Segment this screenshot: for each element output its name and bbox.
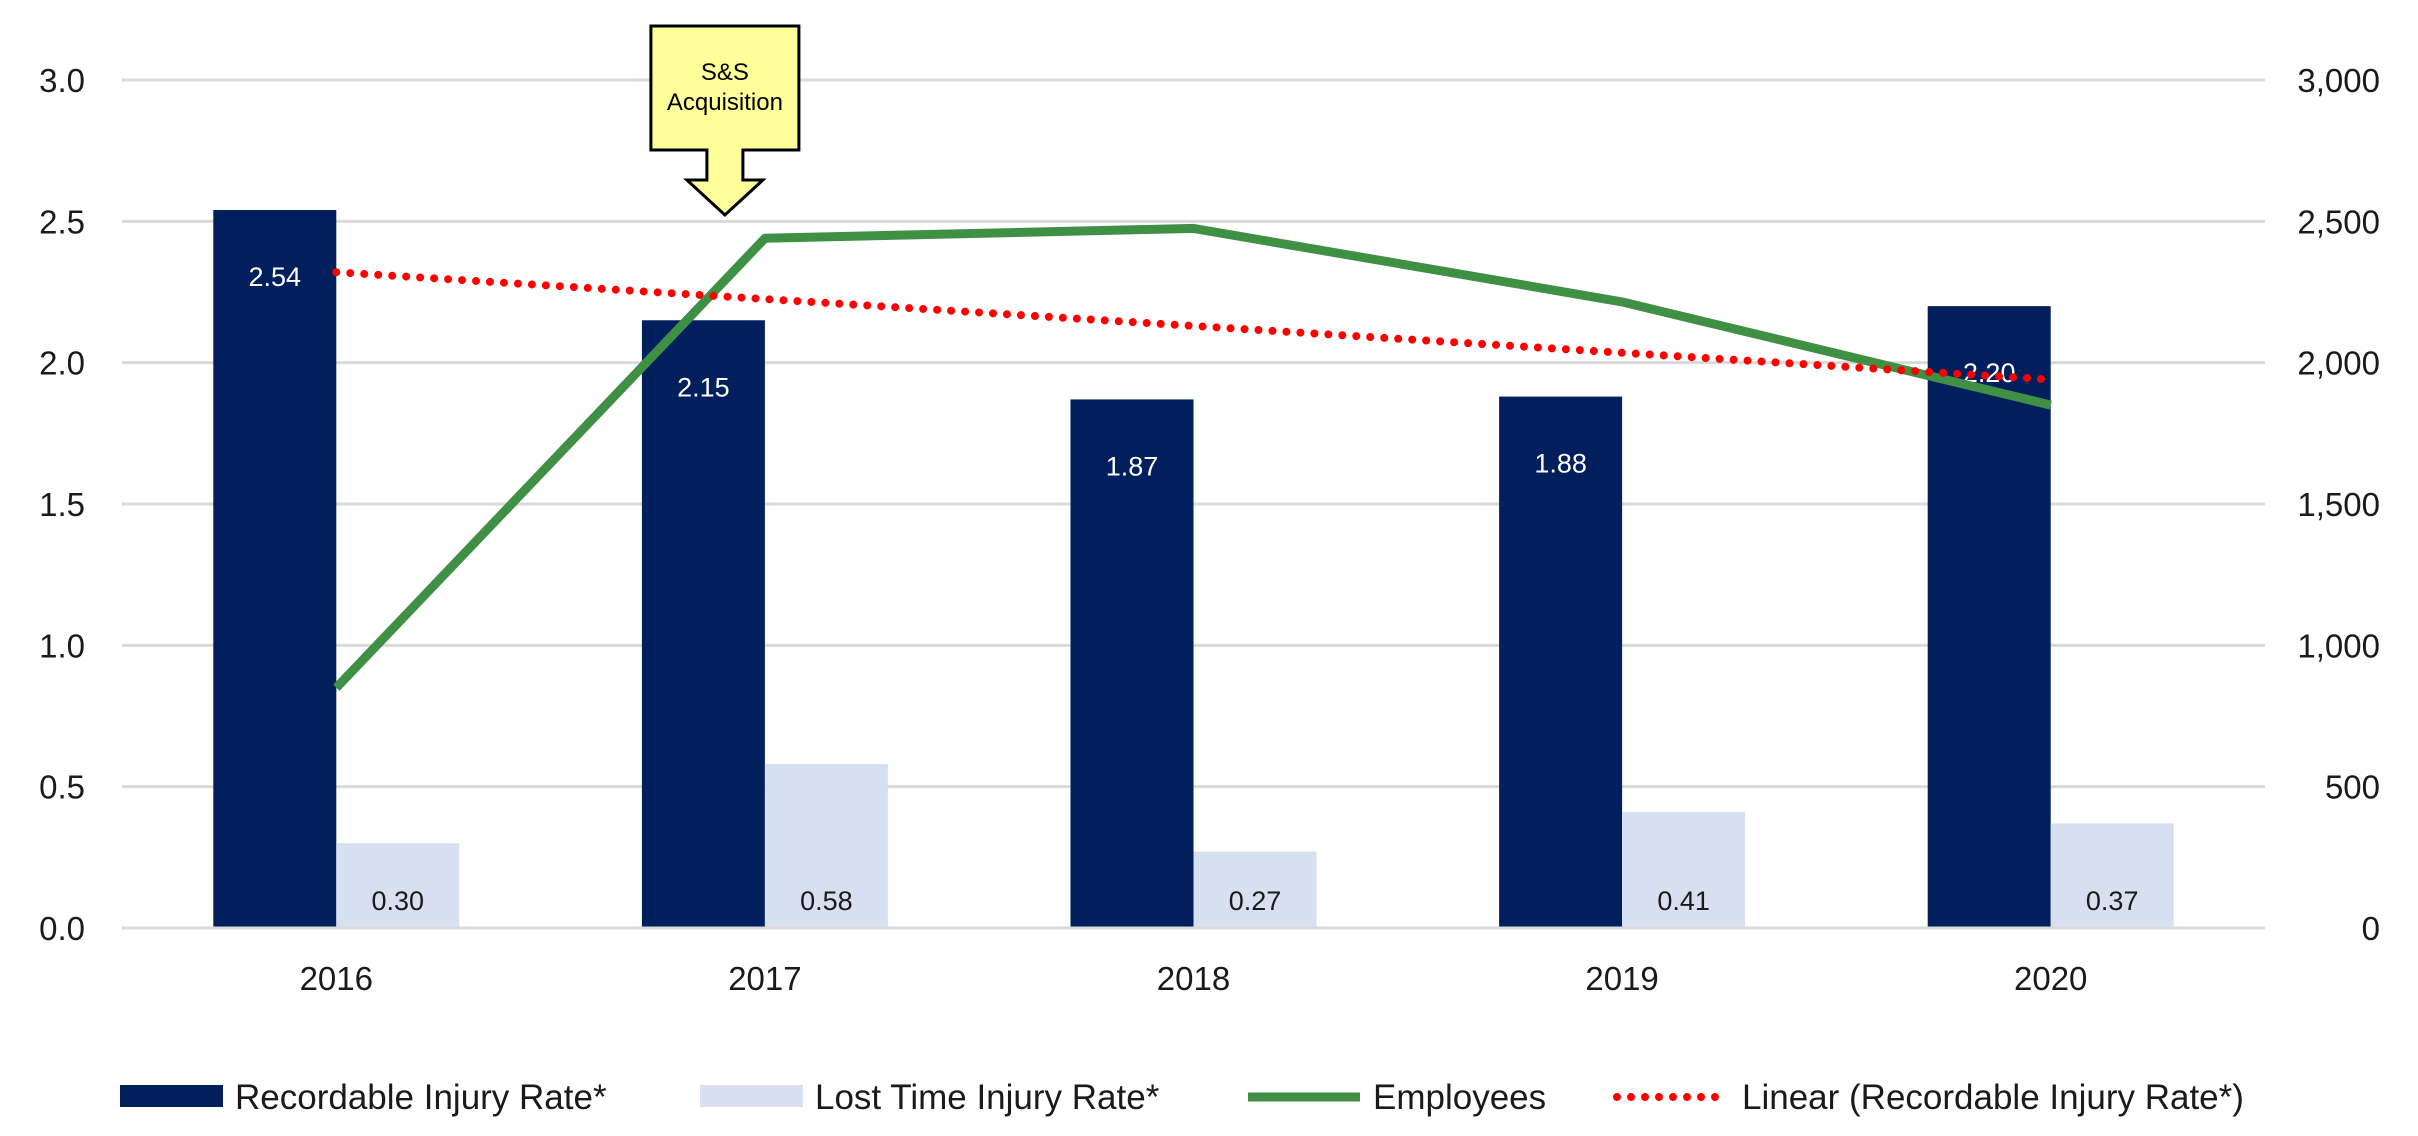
right-y-axis: 0 500 1,000 1,500 2,000 2,500 3,000 (2297, 62, 2380, 947)
bar-data-label: 0.41 (1657, 886, 1710, 916)
x-tick-label: 2017 (728, 960, 801, 997)
left-tick-label: 2.5 (39, 203, 85, 240)
bar-recordable (1070, 399, 1194, 928)
left-tick-label: 3.0 (39, 62, 85, 99)
bar-recordable (1927, 306, 2051, 929)
legend-label: Linear (Recordable Injury Rate*) (1742, 1078, 2244, 1117)
callout-line-2: Acquisition (667, 89, 783, 116)
bar-lost-time (1622, 812, 1746, 928)
bar-data-label: 0.37 (2086, 886, 2139, 916)
right-tick-label: 1,500 (2297, 486, 2380, 523)
lines (332, 223, 2055, 691)
right-tick-label: 2,500 (2297, 203, 2380, 240)
left-y-axis: 0.0 0.5 1.0 1.5 2.0 2.5 3.0 (39, 62, 85, 947)
x-tick-label: 2020 (2014, 960, 2087, 997)
legend-label: Lost Time Injury Rate* (815, 1078, 1160, 1117)
legend-label: Recordable Injury Rate* (235, 1078, 607, 1117)
callout-line-1: S&S (701, 59, 749, 86)
x-tick-label: 2016 (300, 960, 373, 997)
bar-recordable (213, 210, 337, 928)
right-tick-label: 3,000 (2297, 62, 2380, 99)
bar-data-label: 0.27 (1229, 886, 1282, 916)
bar-lost-time (764, 764, 888, 928)
bar-data-label: 0.58 (800, 886, 853, 916)
bar-lost-time (336, 843, 460, 928)
employees-line (333, 223, 2052, 691)
x-tick-label: 2019 (1585, 960, 1658, 997)
legend: Recordable Injury Rate* Lost Time Injury … (120, 1078, 2244, 1117)
right-tick-label: 0 (2362, 910, 2380, 947)
x-axis: 2016 2017 2018 2019 2020 (122, 926, 2265, 997)
left-tick-label: 0.5 (39, 769, 85, 806)
legend-label: Employees (1373, 1078, 1546, 1117)
legend-swatch (120, 1085, 223, 1107)
right-tick-label: 2,000 (2297, 345, 2380, 382)
legend-swatch (700, 1085, 803, 1107)
bar-lost-time (1193, 851, 1317, 928)
bar-data-label: 2.15 (677, 372, 730, 402)
acquisition-callout: S&S Acquisition (649, 24, 801, 218)
bar-data-label: 1.88 (1534, 449, 1587, 479)
trendline (332, 268, 2055, 384)
right-tick-label: 1,000 (2297, 627, 2380, 664)
bar-recordable (1499, 396, 1623, 928)
bars: 2.540.302.150.581.870.271.880.412.200.37 (213, 210, 2174, 929)
right-tick-label: 500 (2325, 769, 2380, 806)
left-tick-label: 0.0 (39, 910, 85, 947)
callout-arrow-shape (649, 24, 801, 218)
bar-data-label: 0.30 (372, 886, 425, 916)
bar-data-label: 2.54 (249, 262, 302, 292)
bar-lost-time (2050, 823, 2174, 928)
left-tick-label: 2.0 (39, 345, 85, 382)
left-tick-label: 1.0 (39, 627, 85, 664)
bar-recordable (641, 320, 765, 928)
x-tick-label: 2018 (1157, 960, 1230, 997)
left-tick-label: 1.5 (39, 486, 85, 523)
bar-data-label: 1.87 (1106, 451, 1159, 481)
